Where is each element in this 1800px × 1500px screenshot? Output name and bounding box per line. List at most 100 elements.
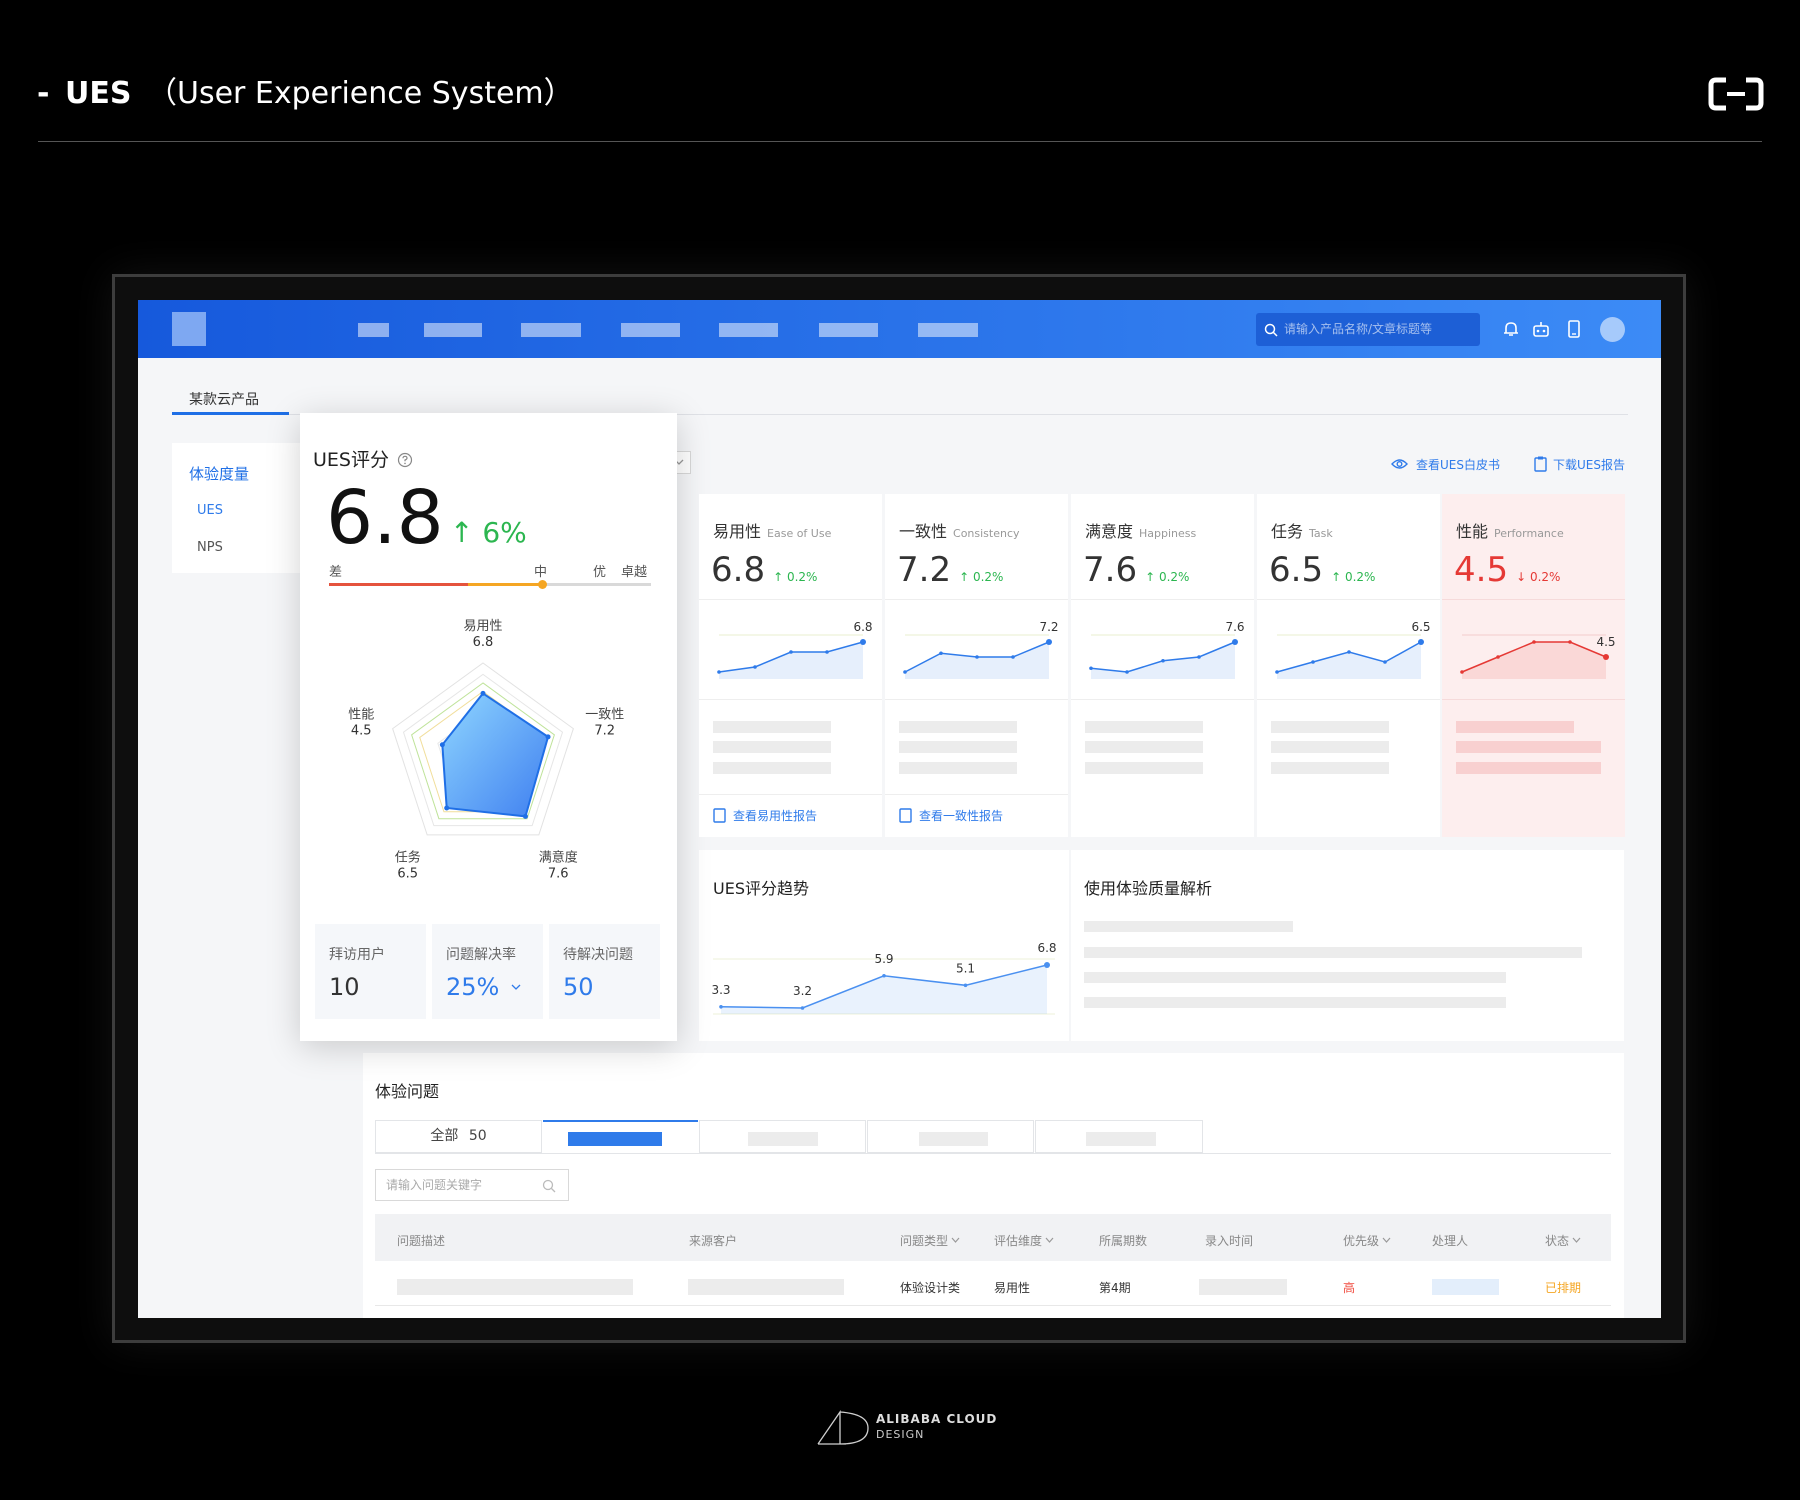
column-label: 录入时间 <box>1205 1234 1254 1248</box>
tab-active[interactable] <box>543 1120 698 1153</box>
report-link[interactable]: 查看一致性报告 <box>919 809 1004 823</box>
footer-brand: ALIBABA CLOUD <box>876 1412 998 1426</box>
radar-value: 6.5 <box>397 867 418 882</box>
column-label: 优先级 <box>1343 1234 1380 1248</box>
line-area <box>1091 642 1235 679</box>
column-header[interactable]: 问题类型 <box>900 1230 960 1249</box>
point-label: 6.8 <box>1037 941 1056 955</box>
tab[interactable] <box>1035 1120 1203 1153</box>
point <box>860 639 866 645</box>
nav-item[interactable] <box>358 323 389 337</box>
whitepaper-link[interactable]: 查看UES白皮书 <box>1416 458 1500 472</box>
product-tab[interactable]: 某款云产品 <box>189 392 259 408</box>
issue-search[interactable]: 请输入问题关键字 <box>375 1169 569 1201</box>
column-header[interactable]: 评估维度 <box>994 1230 1054 1249</box>
metric-value: 7.2 <box>897 550 952 590</box>
bell-icon[interactable] <box>1502 320 1520 338</box>
radar-label: 满意度 <box>539 850 578 866</box>
column-header: 录入时间 <box>1205 1230 1253 1249</box>
screen: 请输入产品名称/文章标题等 某款云产品 体验度量 UES NPS 查看UES白皮… <box>138 300 1661 1318</box>
download-link[interactable]: 下载UES报告 <box>1553 458 1625 472</box>
stat-value-row: 50 <box>563 973 594 1001</box>
skeleton <box>1456 762 1601 774</box>
tab[interactable] <box>867 1120 1034 1153</box>
sparkline: 7.2 <box>903 620 1059 679</box>
scale-bar-mid <box>468 583 542 586</box>
help-icon[interactable] <box>397 452 413 468</box>
point <box>1046 639 1052 645</box>
skeleton <box>1456 741 1601 753</box>
metric-card: 性能 Performance 4.5 ↓ 0.2% 4.5 <box>1442 494 1625 837</box>
nav-item[interactable] <box>819 323 878 337</box>
nav-item[interactable] <box>918 323 978 337</box>
point <box>939 651 943 656</box>
column-label: 问题描述 <box>397 1234 446 1248</box>
sidebar-section[interactable]: 体验度量 <box>189 465 250 483</box>
metric-name: 性能 <box>1456 522 1489 541</box>
skeleton <box>1271 741 1389 753</box>
nav-item[interactable] <box>424 323 482 337</box>
stat-box: 拜访用户 10 <box>315 924 426 1019</box>
column-header[interactable]: 优先级 <box>1343 1230 1391 1249</box>
point-label: 5.9 <box>874 952 893 966</box>
tab-all[interactable]: 全部 50 <box>375 1120 542 1153</box>
point-label: 4.5 <box>1596 635 1615 649</box>
avatar[interactable] <box>1600 317 1625 342</box>
divider <box>699 699 882 700</box>
scale-label: 差 <box>329 565 343 580</box>
stat-label: 问题解决率 <box>446 947 516 963</box>
divider <box>699 599 882 600</box>
nav-item[interactable] <box>621 323 680 337</box>
report-link[interactable]: 查看易用性报告 <box>733 809 818 823</box>
radar-point <box>439 742 445 748</box>
metric-value: 7.6 <box>1083 550 1138 590</box>
point <box>1460 670 1464 674</box>
radar-label: 任务 <box>395 850 421 866</box>
filter-caret <box>951 1237 960 1243</box>
point-label: 6.8 <box>853 620 872 634</box>
trend-card: UES评分趋势 3.3 3.2 5.9 5.1 6.8 <box>699 850 1069 1041</box>
point-label: 7.2 <box>1039 620 1058 634</box>
title-prefix: - <box>37 76 50 111</box>
tab[interactable] <box>699 1120 866 1153</box>
point-label: 7.6 <box>1225 620 1244 634</box>
metric-change: ↑ 0.2% <box>959 570 1004 584</box>
stat-value: 10 <box>329 973 360 1001</box>
filter-caret <box>1382 1237 1391 1243</box>
filter-caret <box>1572 1237 1581 1243</box>
column-label: 评估维度 <box>994 1234 1043 1248</box>
search-box[interactable]: 请输入产品名称/文章标题等 <box>1256 313 1480 346</box>
metric-name: 任务 <box>1271 522 1304 541</box>
column-label: 所属期数 <box>1099 1234 1148 1248</box>
point <box>1347 650 1351 654</box>
stats: 拜访用户 10 问题解决率 25% 待解决问题 50 <box>300 413 677 1041</box>
search-placeholder: 请输入产品名称/文章标题等 <box>1284 322 1433 336</box>
page-title: - UES （User Experience System） <box>37 76 574 112</box>
point <box>903 670 907 674</box>
column-header[interactable]: 状态 <box>1545 1230 1581 1249</box>
metric-card: 一致性 Consistency 7.2 ↑ 0.2% 7.2 查看一致性报告 <box>885 494 1068 837</box>
nav-item[interactable] <box>719 323 778 337</box>
radar-value: 4.5 <box>351 723 372 738</box>
radar-ring <box>411 682 555 820</box>
robot-icon[interactable] <box>1532 320 1550 338</box>
column-label: 处理人 <box>1432 1234 1469 1248</box>
metric-name-en: Task <box>1309 527 1333 540</box>
cell-period: 第4期 <box>1099 1281 1131 1295</box>
point <box>1496 655 1500 659</box>
metric-name: 一致性 <box>899 522 948 541</box>
stat-box: 待解决问题 50 <box>549 924 660 1019</box>
skeleton <box>1271 762 1389 774</box>
sidebar-item[interactable]: UES <box>197 503 223 518</box>
metric-name-en: Consistency <box>953 527 1020 540</box>
divider <box>885 599 1068 600</box>
logo-bracket <box>1708 77 1726 111</box>
stat-label: 待解决问题 <box>563 947 633 963</box>
nav-item[interactable] <box>521 323 581 337</box>
table-header <box>375 1214 1611 1261</box>
scale-bar-high <box>542 583 651 586</box>
phone-icon[interactable] <box>1567 320 1581 338</box>
sidebar-item[interactable]: NPS <box>197 540 223 555</box>
column-header: 来源客户 <box>689 1230 737 1249</box>
point <box>975 655 979 659</box>
